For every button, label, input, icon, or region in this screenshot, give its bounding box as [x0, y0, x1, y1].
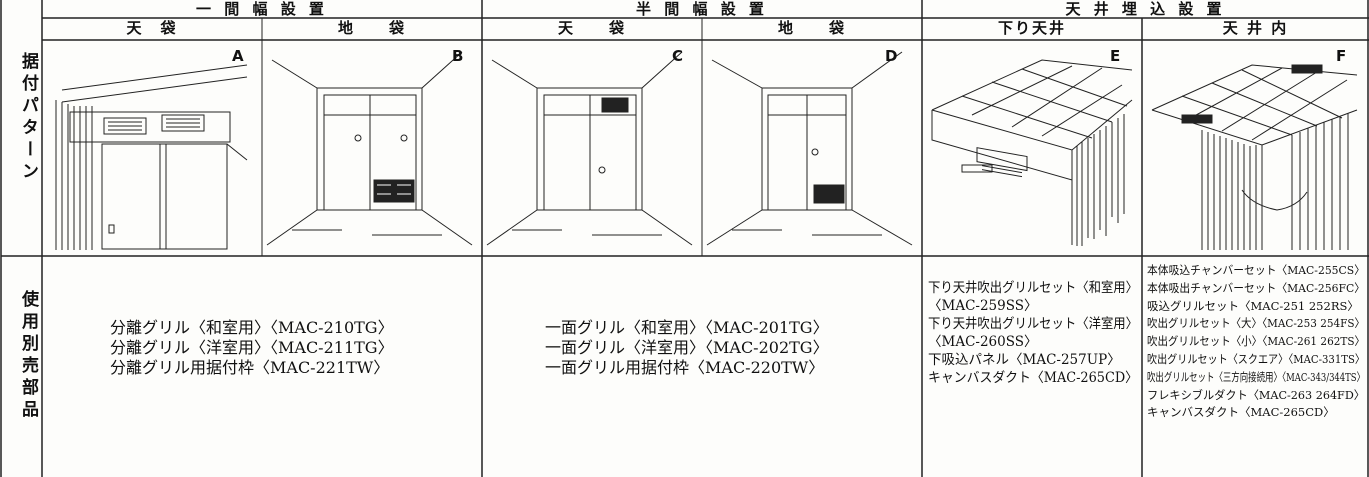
part-line: キャンバスダクト〈MAC-265CD〉: [928, 370, 1138, 386]
pattern-letter: B: [452, 47, 464, 65]
part-line: 一面グリル用据付枠〈MAC-220TW〉: [545, 358, 825, 377]
part-line: 吹出グリルセット〈三方向接続用〉〈MAC-343/344TS〉: [1147, 369, 1365, 384]
column-header: 下り天井: [997, 19, 1066, 37]
pattern-letter: D: [885, 47, 898, 65]
part-line: 本体吸込チャンバーセット〈MAC-255CS〉: [1147, 263, 1365, 277]
part-line: 分離グリル〈洋室用〉〈MAC-211TG〉: [110, 338, 394, 357]
part-line: フレキシブルダクト〈MAC-263 264FD〉: [1147, 387, 1365, 402]
part-line: 吹出グリルセット〈小〉〈MAC-261 262TS〉: [1147, 334, 1365, 349]
pattern-letter: E: [1110, 47, 1121, 65]
part-line: 本体吸出チャンバーセット〈MAC-256FC〉: [1147, 280, 1365, 295]
pattern-letter: A: [232, 47, 244, 65]
row-label: 使用別売部品: [18, 290, 38, 422]
group-header: 天 井 埋 込 設 置: [1065, 0, 1226, 18]
group-header: 一 間 幅 設 置: [196, 0, 328, 18]
part-line: 〈MAC-260SS〉: [928, 334, 1038, 350]
pattern-letter: C: [672, 47, 684, 65]
pattern-letter: F: [1336, 47, 1347, 65]
part-line: 下吸込パネル〈MAC-257UP〉: [928, 352, 1121, 368]
part-line: 吹出グリルセット〈大〉〈MAC-253 254FS〉: [1147, 316, 1365, 331]
part-line: キャンバスダクト〈MAC-265CD〉: [1147, 405, 1335, 420]
column-header: 地 袋: [777, 19, 846, 37]
part-line: 〈MAC-259SS〉: [928, 298, 1038, 314]
part-line: 分離グリル〈和室用〉〈MAC-210TG〉: [110, 318, 394, 337]
part-line: 一面グリル〈洋室用〉〈MAC-202TG〉: [545, 338, 829, 357]
column-header: 地 袋: [337, 19, 406, 37]
part-line: 吸込グリルセット〈MAC-251 252RS〉: [1147, 298, 1359, 313]
column-header: 天 袋: [126, 19, 178, 37]
part-line: 下り天井吹出グリルセット〈洋室用〉: [928, 316, 1138, 332]
column-header: 天 袋: [557, 19, 626, 37]
group-header: 半 間 幅 設 置: [636, 0, 768, 18]
part-line: 下り天井吹出グリルセット〈和室用〉: [928, 280, 1138, 296]
column-header: 天 井 内: [1222, 19, 1289, 37]
row-label: 据付パターン: [18, 52, 38, 184]
part-line: 吹出グリルセット〈スクエア〉〈MAC-331TS〉: [1147, 352, 1365, 366]
part-line: 一面グリル〈和室用〉〈MAC-201TG〉: [545, 318, 829, 337]
part-line: 分離グリル用据付枠〈MAC-221TW〉: [110, 358, 390, 377]
